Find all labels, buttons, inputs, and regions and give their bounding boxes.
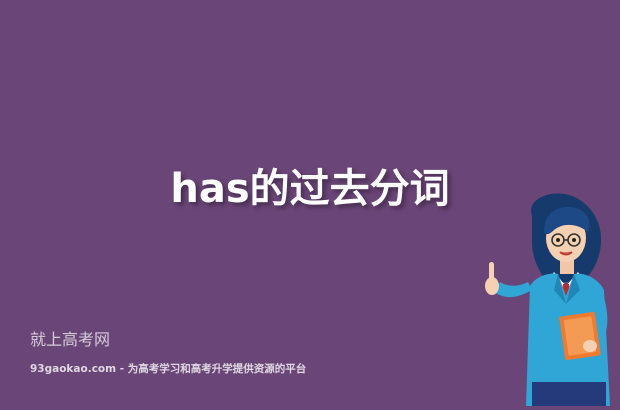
- site-brand: 就上高考网: [30, 330, 111, 349]
- page-title: has的过去分词: [170, 166, 450, 212]
- teacher-pointing-icon: [470, 186, 620, 406]
- site-tagline: 93gaokao.com - 为高考学习和高考升学提供资源的平台: [30, 363, 307, 375]
